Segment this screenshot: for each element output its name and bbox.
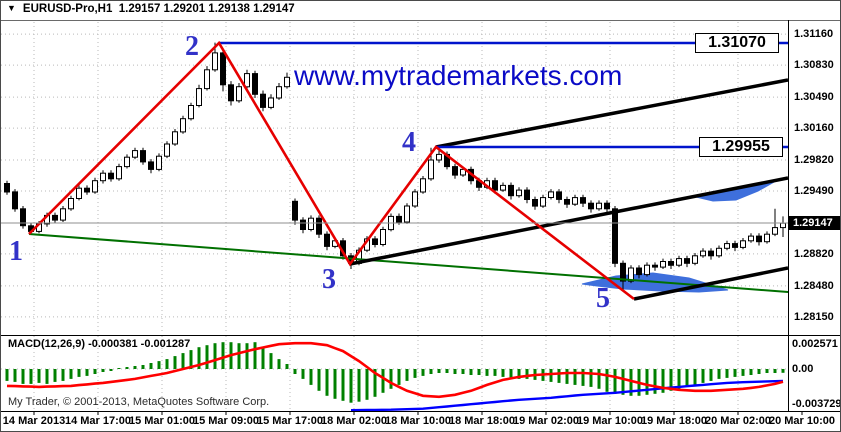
time-axis-divider: [1, 411, 840, 412]
time-axis-label: 18 Mar 02:00: [320, 415, 388, 427]
time-axis-label: 14 Mar 17:00: [64, 415, 132, 427]
price-axis-label: 1.31160: [794, 28, 834, 40]
header-divider: [1, 20, 840, 21]
broker-watermark: www.mytrademarkets.com: [294, 60, 623, 91]
elliott-wave-number: 1: [9, 236, 23, 267]
time-axis-label: 19 Mar 10:00: [576, 415, 644, 427]
time-axis-label: 18 Mar 10:00: [384, 415, 452, 427]
ohlc-quote-line: 1.29157 1.29201 1.29138 1.29147: [118, 3, 295, 15]
price-axis-label: 1.30830: [794, 59, 834, 71]
time-axis-label: 20 Mar 10:00: [768, 415, 836, 427]
price-axis-label: 1.28480: [794, 280, 834, 292]
time-axis-label: 15 Mar 17:00: [256, 415, 324, 427]
symbol-timeframe-label: EURUSD-Pro,H1: [22, 3, 113, 15]
time-axis-label: 18 Mar 18:00: [448, 415, 516, 427]
platform-copyright: My Trader, © 2001-2013, MetaQuotes Softw…: [8, 396, 270, 408]
elliott-wave-number: 4: [402, 127, 416, 158]
macd-panel-divider[interactable]: [1, 335, 840, 336]
elliott-wave-number: 5: [596, 283, 610, 314]
time-axis-label: 19 Mar 18:00: [640, 415, 708, 427]
current-price-badge: 1.29147: [789, 216, 840, 230]
price-chart-area[interactable]: [1, 1, 788, 334]
macd-axis-label: 0.00: [792, 363, 814, 375]
price-axis-label: 1.29820: [794, 154, 834, 166]
macd-indicator-label: MACD(12,26,9) -0.000381 -0.001287: [8, 338, 191, 350]
time-axis-label: 14 Mar 2013: [2, 415, 66, 427]
time-axis-label: 19 Mar 02:00: [512, 415, 580, 427]
macd-indicator-area[interactable]: [1, 336, 788, 411]
time-axis-label: 20 Mar 02:00: [704, 415, 772, 427]
price-level-label: 1.29955: [699, 137, 783, 157]
elliott-wave-number: 2: [185, 31, 199, 62]
macd-axis-label: -0.003729: [792, 398, 841, 410]
time-axis-label: 15 Mar 09:00: [192, 415, 260, 427]
price-level-label: 1.31070: [695, 33, 779, 53]
elliott-wave-number: 3: [322, 264, 336, 295]
time-axis-label: 15 Mar 01:00: [128, 415, 196, 427]
price-axis-label: 1.28150: [794, 311, 834, 323]
chart-menu-dropdown-icon[interactable]: ▼: [7, 3, 16, 13]
macd-axis-label: 0.002571: [792, 338, 838, 350]
price-axis-label: 1.29490: [794, 185, 834, 197]
price-axis-label: 1.28820: [794, 248, 834, 260]
price-axis-label: 1.30490: [794, 91, 834, 103]
chart-header: ▼ EURUSD-Pro,H1 1.29157 1.29201 1.29138 1…: [7, 3, 295, 15]
price-axis-label: 1.30160: [794, 122, 834, 134]
price-axis-divider: [788, 20, 789, 412]
